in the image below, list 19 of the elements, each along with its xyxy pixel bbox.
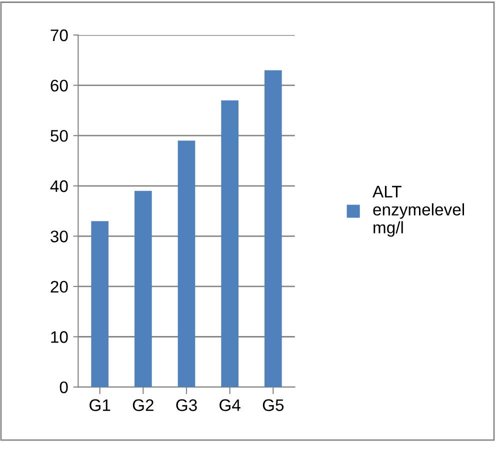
x-tick-label: G2 xyxy=(132,399,154,412)
bar xyxy=(264,70,282,388)
legend-label: ALT enzymelevel mg/l xyxy=(372,186,464,237)
bar xyxy=(134,190,152,388)
y-tick-label: 50 xyxy=(50,130,68,142)
y-tick-label: 70 xyxy=(50,29,68,42)
y-tick-label: 10 xyxy=(51,331,68,343)
bar xyxy=(91,221,109,388)
y-tick-label: 40 xyxy=(50,180,68,192)
x-tick-label: G1 xyxy=(90,399,110,412)
x-tick-label: G3 xyxy=(176,399,197,412)
x-tick-label: G4 xyxy=(220,399,240,412)
bar xyxy=(178,140,196,388)
x-tick-label: G5 xyxy=(262,399,284,412)
y-tick-label: 60 xyxy=(50,80,68,92)
y-tick-label: 0 xyxy=(60,381,68,394)
y-tick-label: 20 xyxy=(50,280,68,293)
bar xyxy=(221,100,238,388)
y-tick-label: 30 xyxy=(50,230,68,242)
